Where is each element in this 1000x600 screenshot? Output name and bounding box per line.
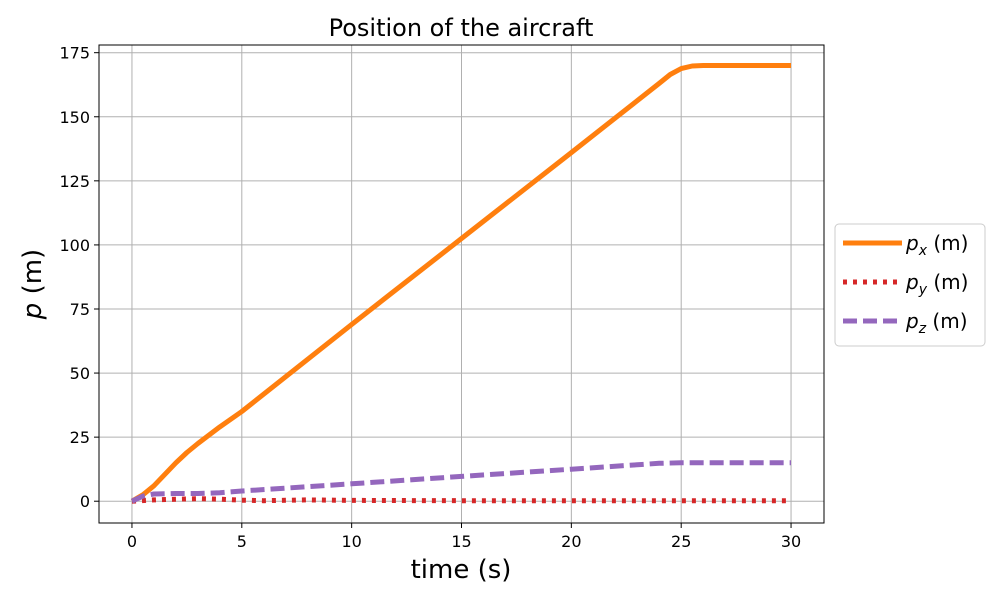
series-line-x — [130, 63, 791, 504]
y-axis-ticks: 0 25 50 75 100 125 150 175 — [59, 44, 99, 511]
x-tick-label: 15 — [451, 532, 471, 551]
grid — [99, 45, 824, 523]
y-tick-label: 50 — [70, 364, 90, 383]
legend-label-y: py (m) — [905, 270, 968, 298]
x-tick-label: 10 — [341, 532, 361, 551]
y-tick-label: 25 — [70, 428, 90, 447]
y-tick-label: 75 — [70, 300, 90, 319]
x-tick-label: 20 — [561, 532, 581, 551]
y-tick-label: 175 — [59, 44, 90, 63]
chart-title: Position of the aircraft — [329, 14, 594, 42]
y-tick-label: 125 — [59, 172, 90, 191]
x-tick-label: 25 — [671, 532, 691, 551]
x-tick-label: 30 — [781, 532, 801, 551]
legend: px (m) py (m) pz (m) — [834, 223, 986, 347]
y-tick-label: 0 — [80, 492, 90, 511]
series-lines — [130, 63, 791, 504]
series-line-z — [130, 460, 791, 504]
legend-label-x: px (m) — [905, 231, 968, 259]
y-tick-label: 100 — [59, 236, 90, 255]
x-axis-ticks: 0 5 10 15 20 25 30 — [127, 523, 801, 551]
series-line-y — [131, 496, 791, 504]
legend-label-z: pz (m) — [905, 309, 968, 337]
y-tick-label: 150 — [59, 108, 90, 127]
legend-frame — [834, 223, 986, 347]
x-axis-label: time (s) — [411, 555, 512, 585]
x-tick-label: 0 — [127, 532, 137, 551]
y-axis-label: p (m) — [18, 249, 48, 320]
x-tick-label: 5 — [237, 532, 247, 551]
